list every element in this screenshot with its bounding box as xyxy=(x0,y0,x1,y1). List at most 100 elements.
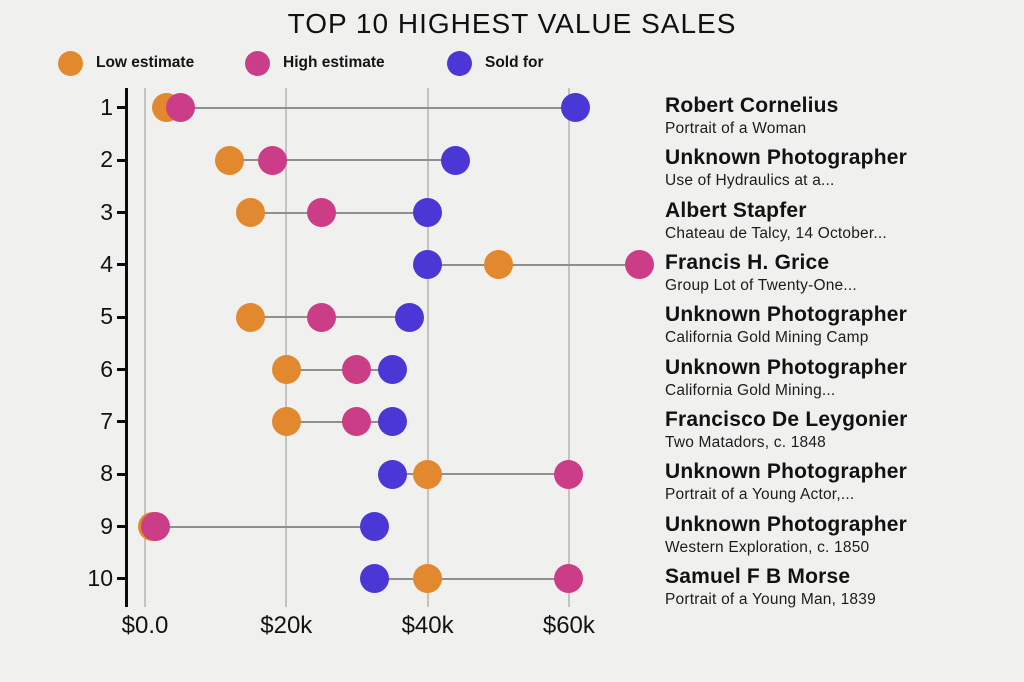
y-rank-label: 8 xyxy=(100,460,113,487)
sale-work-title: Group Lot of Twenty-One... xyxy=(665,276,857,294)
y-tick xyxy=(117,106,125,110)
y-rank-label: 4 xyxy=(100,250,113,277)
high-estimate-dot-icon xyxy=(245,50,270,76)
sold-for-dot xyxy=(377,355,407,385)
legend: Low estimate High estimate Sold for xyxy=(0,47,1024,79)
high-estimate-dot xyxy=(165,93,195,123)
sold-for-dot-icon xyxy=(447,50,472,76)
sale-label: Robert Cornelius Portrait of a Woman xyxy=(665,94,1015,138)
sale-label: Samuel F B Morse Portrait of a Young Man,… xyxy=(665,565,1015,609)
y-tick xyxy=(117,211,125,214)
x-tick-label: $0.0 xyxy=(121,612,169,639)
gridline-$40k xyxy=(426,88,429,607)
sold-for-dot xyxy=(360,564,390,594)
sale-label: Francisco De Leygonier Two Matadors, c. 1… xyxy=(665,408,1015,452)
legend-label-high-estimate: High estimate xyxy=(283,54,385,71)
legend-label-sold-for: Sold for xyxy=(485,54,544,71)
y-rank-label: 7 xyxy=(100,407,113,434)
sold-for-dot xyxy=(413,198,443,227)
gridline-$0.0 xyxy=(144,88,146,607)
high-estimate-dot xyxy=(257,145,287,175)
sold-for-dot xyxy=(360,512,390,542)
y-rank-label: 1 xyxy=(100,93,113,120)
sale-label: Unknown Photographer Western Exploration,… xyxy=(665,513,1015,557)
y-axis-spine xyxy=(125,88,128,607)
sale-artist: Unknown Photographer xyxy=(665,512,907,536)
low-estimate-dot xyxy=(271,355,301,385)
sale-label: Unknown Photographer California Gold Mini… xyxy=(665,356,1015,400)
y-rank-label: 6 xyxy=(100,355,113,382)
range-connector xyxy=(392,473,569,476)
low-estimate-dot xyxy=(413,459,443,489)
high-estimate-dot xyxy=(342,355,372,385)
gridline-$20k xyxy=(285,88,288,607)
y-tick xyxy=(117,577,125,581)
low-estimate-dot-icon xyxy=(58,50,83,76)
high-estimate-dot xyxy=(625,250,655,280)
range-connector xyxy=(166,106,576,109)
sale-label: Unknown Photographer Portrait of a Young … xyxy=(665,460,1015,504)
sale-work-title: Chateau de Talcy, 14 October... xyxy=(665,224,887,242)
y-tick xyxy=(117,263,125,267)
range-connector xyxy=(286,368,393,371)
x-tick-label: $20k xyxy=(260,612,313,639)
sold-for-dot xyxy=(441,145,471,175)
legend-item-high-estimate: High estimate xyxy=(245,47,385,79)
y-rank-label: 10 xyxy=(87,564,113,591)
x-tick-label: $60k xyxy=(542,612,595,639)
sold-for-dot xyxy=(413,250,443,280)
high-estimate-dot xyxy=(554,459,584,489)
sale-work-title: California Gold Mining... xyxy=(665,381,836,399)
high-estimate-dot xyxy=(307,198,337,227)
sale-artist: Albert Stapfer xyxy=(665,198,807,222)
y-tick xyxy=(117,525,125,529)
legend-item-sold-for: Sold for xyxy=(447,47,544,79)
low-estimate-dot xyxy=(413,564,443,594)
sale-artist: Unknown Photographer xyxy=(665,303,907,327)
legend-label-low-estimate: Low estimate xyxy=(96,54,195,71)
sale-artist: Samuel F B Morse xyxy=(665,564,851,588)
sale-work-title: Portrait of a Young Actor,... xyxy=(665,486,855,504)
sale-label: Albert Stapfer Chateau de Talcy, 14 Octob… xyxy=(665,199,1015,243)
sale-work-title: Portrait of a Woman xyxy=(665,119,807,137)
y-tick xyxy=(117,472,125,476)
sale-work-title: Use of Hydraulics at a... xyxy=(665,172,835,190)
range-connector xyxy=(286,420,393,423)
range-connector xyxy=(427,263,640,266)
sale-artist: Francis H. Grice xyxy=(665,250,830,274)
y-tick xyxy=(117,368,125,372)
sale-work-title: Two Matadors, c. 1848 xyxy=(665,433,827,451)
y-tick xyxy=(117,315,125,319)
sale-artist: Robert Cornelius xyxy=(665,93,839,117)
x-tick-label: $40k xyxy=(401,612,454,639)
y-tick xyxy=(117,420,125,424)
y-rank-label: 3 xyxy=(100,198,113,225)
sale-work-title: California Gold Mining Camp xyxy=(665,329,869,347)
sale-label: Unknown Photographer Use of Hydraulics at… xyxy=(665,146,1015,190)
range-connector xyxy=(152,525,375,528)
low-estimate-dot xyxy=(215,145,245,175)
low-estimate-dot xyxy=(236,302,266,332)
sale-artist: Unknown Photographer xyxy=(665,355,907,379)
chart-title: TOP 10 HIGHEST VALUE SALES xyxy=(287,8,737,39)
sale-label: Francis H. Grice Group Lot of Twenty-One.… xyxy=(665,251,1015,295)
y-tick xyxy=(117,158,125,162)
sale-artist: Unknown Photographer xyxy=(665,460,907,484)
sale-label: Unknown Photographer California Gold Mini… xyxy=(665,303,1015,347)
y-rank-label: 5 xyxy=(100,303,113,330)
y-rank-label: 2 xyxy=(100,146,113,173)
sold-for-dot xyxy=(377,459,407,489)
low-estimate-dot xyxy=(236,198,266,227)
high-estimate-dot xyxy=(554,564,584,594)
high-estimate-dot xyxy=(141,512,171,542)
sale-work-title: Portrait of a Young Man, 1839 xyxy=(665,590,876,608)
sold-for-dot xyxy=(377,407,407,437)
low-estimate-dot xyxy=(271,407,301,437)
range-connector xyxy=(250,211,428,214)
sold-for-dot xyxy=(395,302,425,332)
sale-work-title: Western Exploration, c. 1850 xyxy=(665,538,870,556)
sale-artist: Unknown Photographer xyxy=(665,146,907,170)
gridline-$60k xyxy=(567,88,570,607)
legend-item-low-estimate: Low estimate xyxy=(58,47,194,79)
